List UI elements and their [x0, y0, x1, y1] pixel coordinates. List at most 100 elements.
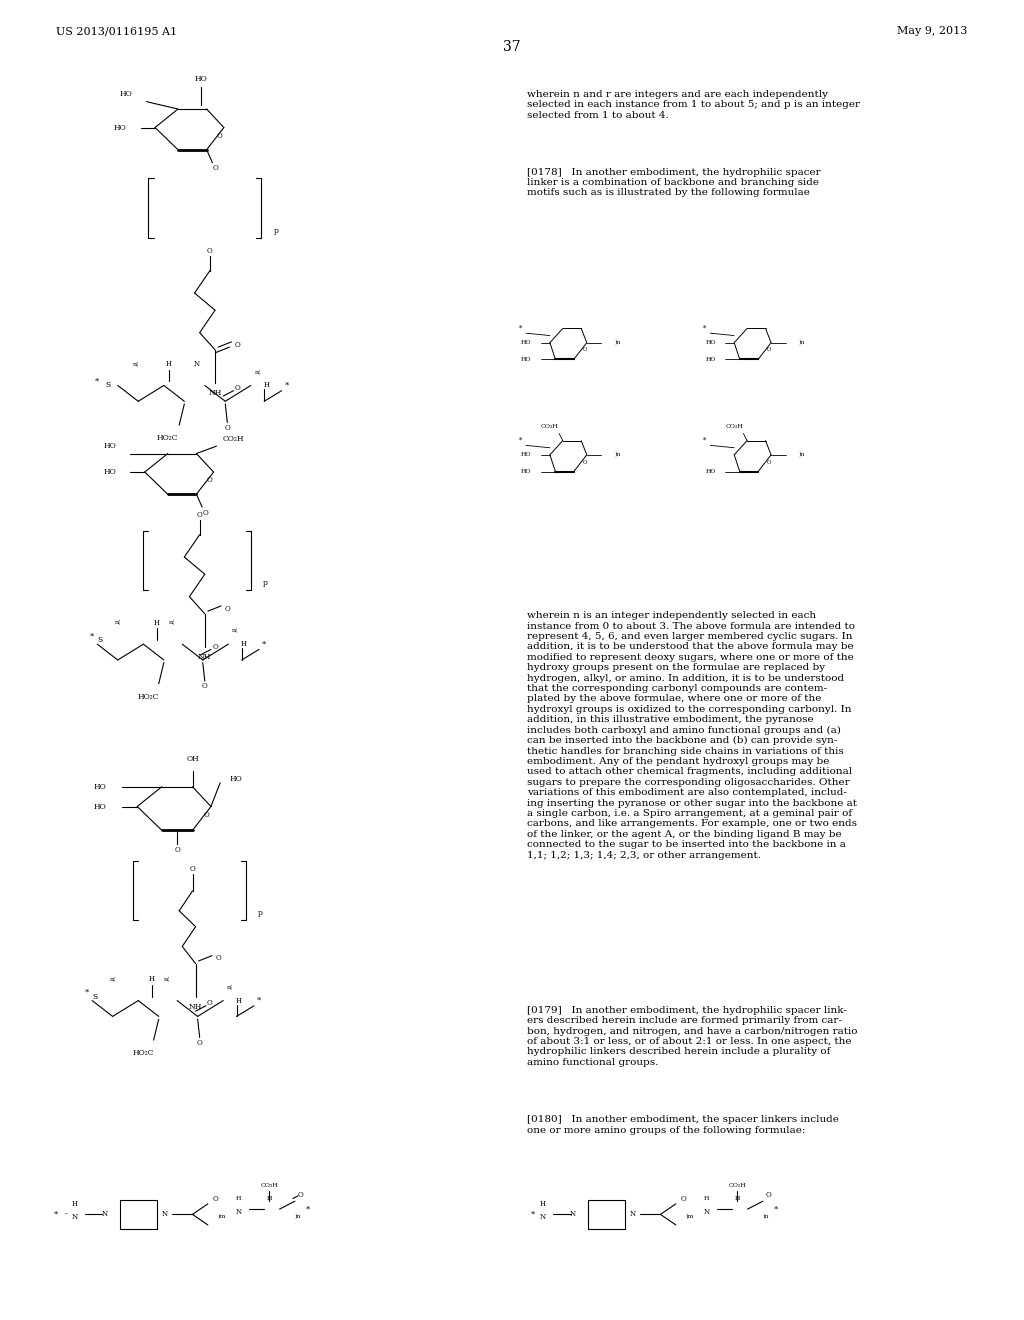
Text: O: O [207, 247, 213, 255]
Text: O: O [212, 164, 218, 172]
Text: -: - [66, 1210, 68, 1218]
Text: H: H [734, 1196, 740, 1201]
Text: )m: )m [685, 1214, 693, 1220]
Text: *: * [95, 378, 99, 385]
Text: H: H [263, 381, 269, 389]
Text: O: O [767, 347, 771, 352]
Text: HO: HO [94, 803, 106, 810]
Text: O: O [767, 459, 771, 465]
Text: O: O [207, 477, 212, 484]
Text: O: O [202, 508, 208, 516]
Text: p: p [258, 909, 263, 917]
Text: OH: OH [186, 755, 199, 763]
Text: NH: NH [208, 389, 222, 397]
Text: N: N [540, 1213, 546, 1221]
Text: O: O [212, 1195, 218, 1203]
Text: CO₂H: CO₂H [222, 434, 244, 442]
Text: O: O [202, 682, 208, 690]
Text: HO: HO [521, 453, 531, 457]
Text: O: O [224, 424, 230, 432]
Text: HO: HO [114, 124, 126, 132]
Text: H: H [236, 997, 242, 1005]
Text: p: p [273, 227, 279, 235]
Text: O: O [583, 347, 587, 352]
Text: O: O [297, 1191, 303, 1199]
Text: May 9, 2013: May 9, 2013 [897, 26, 968, 37]
Text: n(: n( [255, 370, 261, 375]
Text: n(: n( [164, 977, 170, 982]
Text: )n: )n [799, 453, 805, 458]
Text: n(: n( [232, 628, 239, 634]
Text: N: N [630, 1210, 636, 1218]
Text: CO₂H: CO₂H [725, 424, 743, 429]
Text: )m: )m [217, 1214, 225, 1220]
Text: *: * [257, 997, 261, 1005]
Text: *: * [519, 437, 522, 445]
Text: S: S [92, 993, 98, 1001]
Text: )n: )n [614, 453, 621, 458]
Text: )n: )n [295, 1214, 301, 1220]
Text: S: S [97, 636, 103, 644]
Text: N: N [569, 1210, 575, 1218]
Text: S: S [104, 381, 111, 389]
Text: [0180]   In another embodiment, the spacer linkers include
one or more amino gro: [0180] In another embodiment, the spacer… [527, 1115, 840, 1135]
Text: p: p [263, 579, 268, 587]
Text: H: H [540, 1200, 546, 1208]
Text: CO₂H: CO₂H [541, 424, 559, 429]
Text: O: O [197, 511, 203, 519]
Text: HO: HO [195, 75, 207, 83]
Text: O: O [680, 1195, 686, 1203]
Text: O: O [197, 1039, 203, 1047]
Text: N: N [703, 1208, 710, 1216]
Text: HO₂C: HO₂C [157, 434, 177, 442]
Text: [0178]   In another embodiment, the hydrophilic spacer
linker is a combination o: [0178] In another embodiment, the hydrop… [527, 168, 821, 198]
Text: N: N [72, 1213, 78, 1221]
Text: US 2013/0116195 A1: US 2013/0116195 A1 [56, 26, 177, 37]
Text: H: H [166, 360, 172, 368]
Text: n(: n( [133, 362, 139, 367]
Text: CO₂H: CO₂H [728, 1183, 746, 1188]
Text: )n: )n [614, 341, 621, 346]
Text: NH: NH [188, 1003, 203, 1011]
Text: HO: HO [521, 356, 531, 362]
Text: *: * [519, 325, 522, 333]
Text: wherein n is an integer independently selected in each
instance from 0 to about : wherein n is an integer independently se… [527, 611, 857, 859]
Text: HO: HO [706, 341, 716, 345]
Text: HO₂C: HO₂C [138, 693, 159, 701]
Text: O: O [174, 846, 180, 854]
Text: n(: n( [115, 620, 121, 626]
Text: O: O [189, 865, 196, 873]
Text: HO: HO [94, 783, 106, 791]
Text: 37: 37 [503, 40, 521, 54]
Text: O: O [212, 643, 218, 651]
Text: [0179]   In another embodiment, the hydrophilic spacer link-
ers described herei: [0179] In another embodiment, the hydrop… [527, 1006, 858, 1067]
Text: n(: n( [227, 985, 233, 990]
Text: *: * [90, 632, 94, 640]
Text: H: H [72, 1200, 78, 1208]
Text: H: H [703, 1196, 710, 1201]
Text: *: * [530, 1210, 535, 1218]
Text: n(: n( [169, 620, 175, 626]
Text: *: * [703, 325, 707, 333]
Text: O: O [234, 384, 241, 392]
Text: HO: HO [229, 775, 242, 783]
Text: N: N [162, 1210, 168, 1218]
Text: )n: )n [763, 1214, 769, 1220]
Text: *: * [54, 1210, 58, 1218]
Text: )n: )n [799, 341, 805, 346]
Text: N: N [236, 1208, 242, 1216]
Text: HO: HO [521, 341, 531, 345]
Text: H: H [236, 1196, 242, 1201]
Text: *: * [262, 640, 266, 648]
Text: HO₂C: HO₂C [133, 1049, 154, 1057]
Text: H: H [154, 619, 160, 627]
Text: *: * [306, 1205, 310, 1213]
Text: HO: HO [521, 469, 531, 474]
Text: n(: n( [110, 977, 116, 982]
Text: NH: NH [198, 653, 212, 661]
Text: O: O [583, 459, 587, 465]
Text: *: * [774, 1205, 778, 1213]
Text: N: N [194, 360, 200, 368]
Text: H: H [266, 1196, 272, 1201]
Text: *: * [703, 437, 707, 445]
